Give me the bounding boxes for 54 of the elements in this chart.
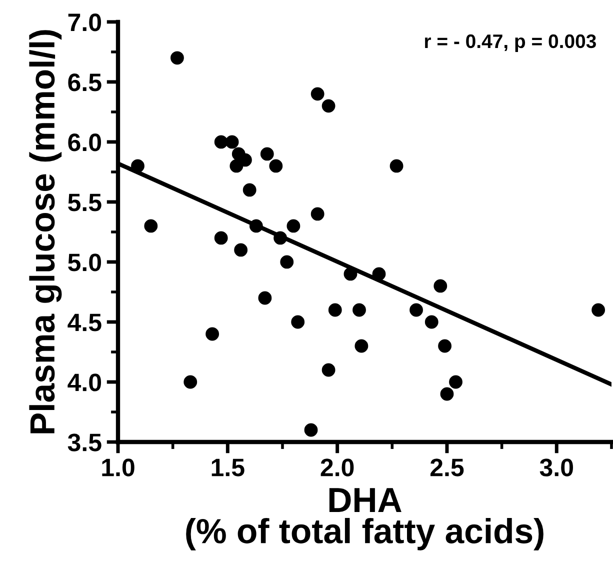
point xyxy=(372,267,386,281)
x-tick-label: 3.0 xyxy=(540,458,573,476)
x-tick-label: 1.5 xyxy=(212,458,244,476)
point xyxy=(344,267,358,281)
point xyxy=(214,231,228,245)
point xyxy=(170,51,184,65)
y-tick-label: 6.5 xyxy=(68,74,102,92)
point xyxy=(390,159,404,173)
point xyxy=(234,243,248,257)
point xyxy=(280,255,294,269)
point xyxy=(352,303,366,317)
x-tick-label: 2.5 xyxy=(430,458,464,476)
point xyxy=(260,147,274,161)
y-axis-title: Plasma glucose (mmol/l) xyxy=(29,30,62,434)
point xyxy=(354,339,368,353)
point xyxy=(206,327,220,341)
annotation: r = - 0.47, p = 0.003 xyxy=(425,34,596,52)
point xyxy=(286,219,300,233)
point xyxy=(269,159,283,173)
y-tick-label: 5.0 xyxy=(68,254,102,272)
y-tick-label: 4.5 xyxy=(68,314,102,332)
point xyxy=(304,423,318,437)
x-tick-label: 1.0 xyxy=(102,458,134,476)
point xyxy=(242,183,256,197)
point xyxy=(291,315,305,329)
point xyxy=(230,159,244,173)
point xyxy=(184,375,198,389)
point xyxy=(322,99,336,113)
point xyxy=(238,153,252,167)
point xyxy=(225,135,239,149)
x-tick-label: 2.0 xyxy=(320,458,354,476)
point xyxy=(449,375,462,389)
y-tick-label: 3.5 xyxy=(68,434,102,452)
point xyxy=(274,231,288,245)
point xyxy=(424,315,438,329)
point xyxy=(328,303,342,317)
x-axis-title: DHA (% of total fatty acids) xyxy=(186,488,544,550)
point xyxy=(440,387,454,401)
point xyxy=(434,279,448,293)
point xyxy=(214,135,228,149)
y-tick-label: 5.5 xyxy=(68,194,102,212)
point xyxy=(310,87,324,101)
point xyxy=(144,219,158,233)
point xyxy=(592,303,606,317)
y-tick-label: 6.0 xyxy=(68,134,102,152)
y-tick-label: 4.0 xyxy=(68,374,102,392)
point xyxy=(249,219,263,233)
point xyxy=(131,159,144,173)
point xyxy=(410,303,423,317)
point xyxy=(438,339,452,353)
point xyxy=(258,291,272,305)
point xyxy=(310,207,324,221)
y-tick-label: 7.0 xyxy=(68,14,102,32)
point xyxy=(322,363,336,377)
